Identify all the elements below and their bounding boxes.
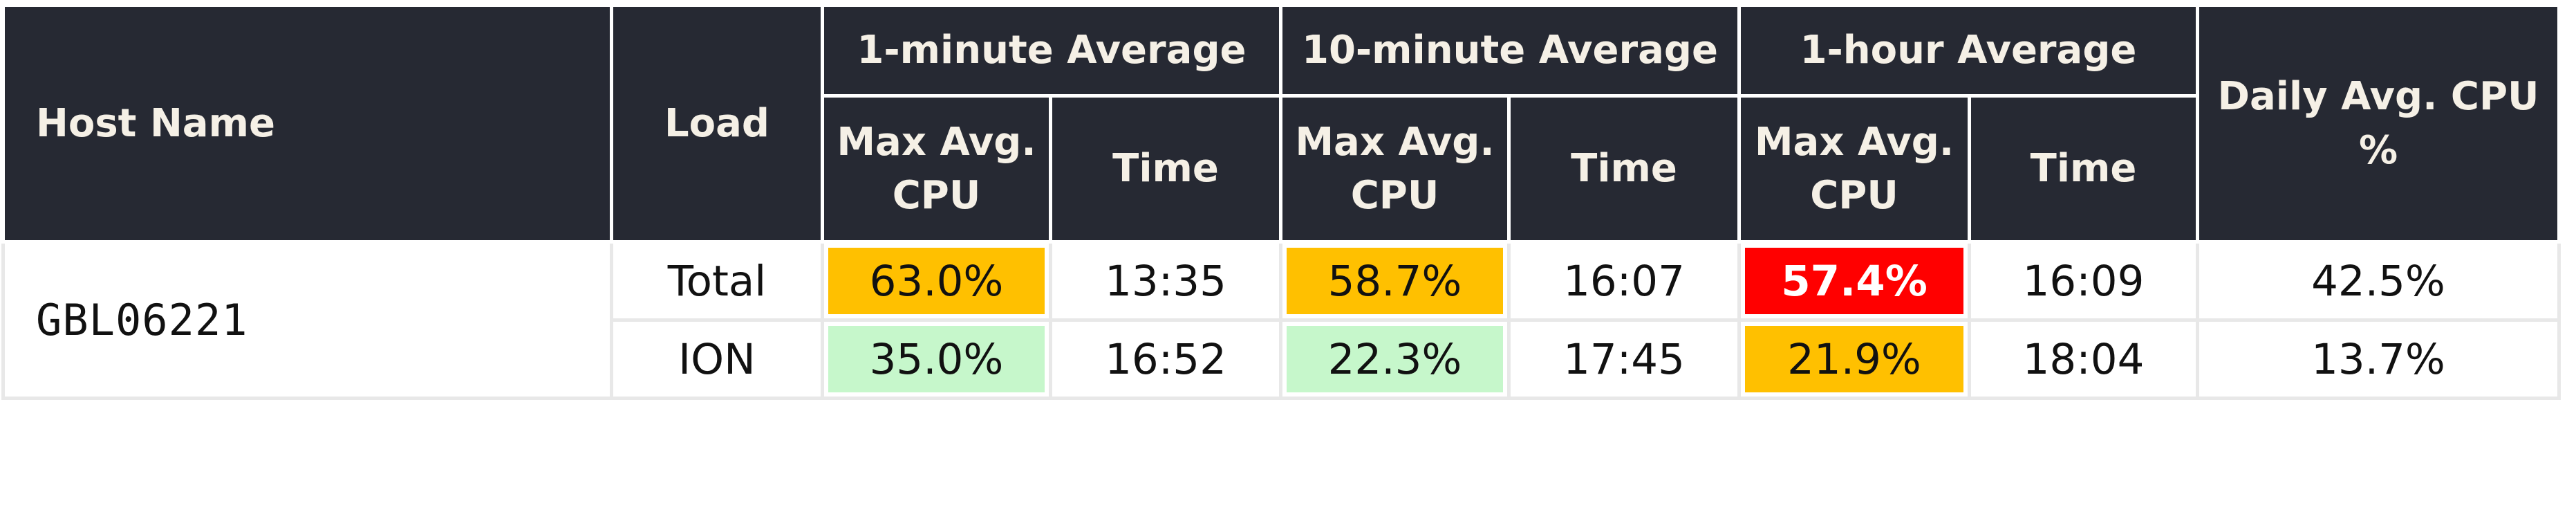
table-row: GBL06221 Total 63.0% 13:35 58.7% 16:07 5… bbox=[1, 240, 2561, 400]
host-name-header: Host Name bbox=[1, 3, 613, 244]
cpu-load-table: Host Name Load 1-minute Average 10-minut… bbox=[1, 3, 2561, 400]
cpu-value-highlight: 21.9% bbox=[1745, 326, 1963, 392]
cpu-value-highlight: 22.3% bbox=[1287, 326, 1503, 392]
max-cpu-cell-10min: 22.3% bbox=[1279, 318, 1511, 400]
daily-avg-cpu-header: Daily Avg. CPU % bbox=[2196, 3, 2561, 244]
time-cell-1min: 16:52 bbox=[1049, 318, 1282, 400]
time-header-1min: Time bbox=[1049, 94, 1282, 244]
daily-avg-cpu-cell: 13.7% bbox=[2196, 318, 2561, 400]
time-header-10min: Time bbox=[1507, 94, 1741, 244]
cpu-value-highlight: 57.4% bbox=[1745, 248, 1963, 314]
load-cell: ION bbox=[610, 318, 824, 400]
time-cell-1hour: 18:04 bbox=[1968, 318, 2199, 400]
time-header-1hour: Time bbox=[1968, 94, 2199, 244]
max-cpu-cell-1min: 63.0% bbox=[821, 240, 1052, 322]
time-cell-1min: 13:35 bbox=[1049, 240, 1282, 322]
host-name-cell: GBL06221 bbox=[1, 240, 613, 400]
load-header: Load bbox=[610, 3, 824, 244]
cpu-value-highlight: 35.0% bbox=[828, 326, 1045, 392]
group-header-10min: 10-minute Average bbox=[1279, 3, 1741, 98]
time-cell-1hour: 16:09 bbox=[1968, 240, 2199, 322]
max-cpu-cell-10min: 58.7% bbox=[1279, 240, 1511, 322]
max-cpu-cell-1hour: 57.4% bbox=[1737, 240, 1971, 322]
max-cpu-header-10min: Max Avg. CPU bbox=[1279, 94, 1511, 244]
group-header-1hour: 1-hour Average bbox=[1737, 3, 2199, 98]
max-cpu-cell-1min: 35.0% bbox=[821, 318, 1052, 400]
load-cell: Total bbox=[610, 240, 824, 322]
table-row: ION 35.0% 16:52 22.3% 17:45 21.9% 18:04 … bbox=[3, 318, 2561, 400]
max-cpu-header-1hour: Max Avg. CPU bbox=[1737, 94, 1971, 244]
group-header-1min: 1-minute Average bbox=[821, 3, 1282, 98]
cpu-value-highlight: 58.7% bbox=[1287, 248, 1503, 314]
time-cell-10min: 16:07 bbox=[1507, 240, 1741, 322]
cpu-value-highlight: 63.0% bbox=[828, 248, 1045, 314]
daily-avg-cpu-cell: 42.5% bbox=[2196, 240, 2561, 322]
max-cpu-cell-1hour: 21.9% bbox=[1737, 318, 1971, 400]
max-cpu-header-1min: Max Avg. CPU bbox=[821, 94, 1052, 244]
time-cell-10min: 17:45 bbox=[1507, 318, 1741, 400]
